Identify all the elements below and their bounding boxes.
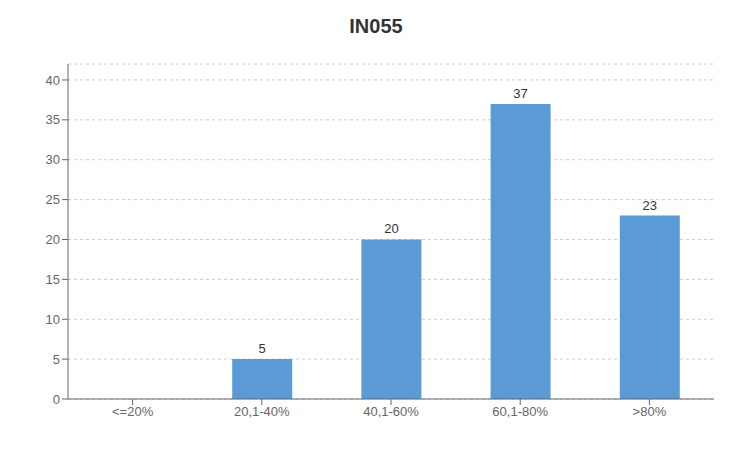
html-text:IN055: IN055 xyxy=(349,15,403,37)
svg-text:25: 25 xyxy=(46,192,60,207)
svg-text:15: 15 xyxy=(46,272,60,287)
svg-text:20: 20 xyxy=(384,221,398,236)
svg-text:37: 37 xyxy=(513,86,527,101)
svg-text:<=20%: <=20% xyxy=(112,404,154,419)
svg-text:40: 40 xyxy=(46,73,60,88)
svg-text:35: 35 xyxy=(46,112,60,127)
svg-text:30: 30 xyxy=(46,152,60,167)
svg-text:20,1-40%: 20,1-40% xyxy=(234,404,290,419)
svg-text:23: 23 xyxy=(643,198,657,213)
svg-text:>80%: >80% xyxy=(633,404,667,419)
svg-text:40,1-60%: 40,1-60% xyxy=(363,404,419,419)
svg-text:5: 5 xyxy=(259,341,266,356)
svg-text:20: 20 xyxy=(46,232,60,247)
svg-text:60,1-80%: 60,1-80% xyxy=(492,404,548,419)
svg-text:5: 5 xyxy=(53,352,60,367)
svg-text:0: 0 xyxy=(53,392,60,407)
svg-text:10: 10 xyxy=(46,312,60,327)
